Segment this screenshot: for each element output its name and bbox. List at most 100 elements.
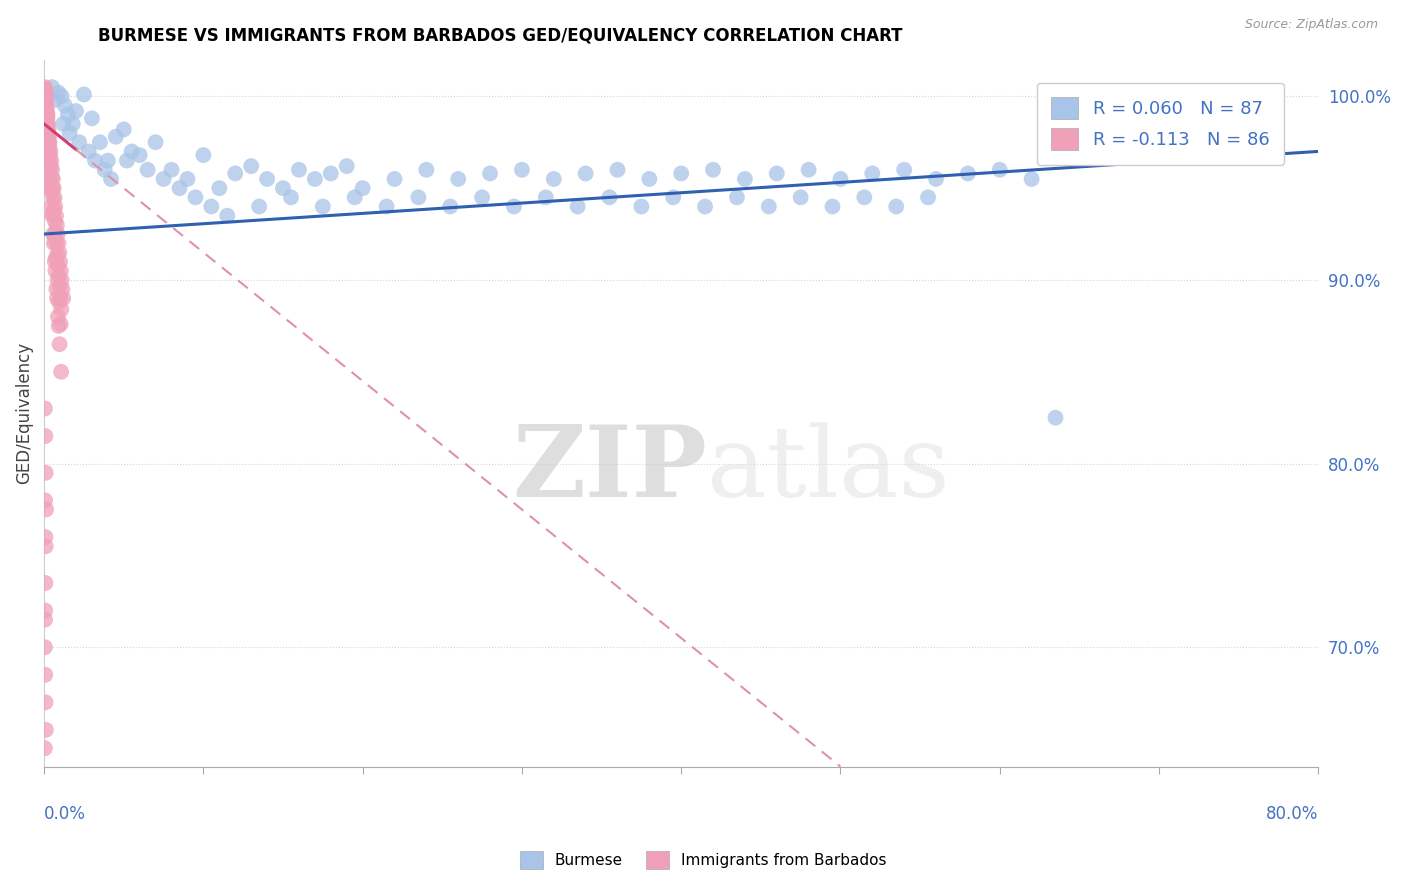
Legend: R = 0.060   N = 87, R = -0.113   N = 86: R = 0.060 N = 87, R = -0.113 N = 86 xyxy=(1036,83,1284,165)
Point xyxy=(136,162,159,177)
Text: atlas: atlas xyxy=(707,422,949,517)
Point xyxy=(38,135,60,149)
Point xyxy=(62,117,84,131)
Point xyxy=(39,153,62,168)
Point xyxy=(336,159,359,173)
Point xyxy=(35,98,58,112)
Point xyxy=(41,181,63,195)
Point xyxy=(1021,172,1043,186)
Point xyxy=(46,310,69,324)
Point xyxy=(606,162,628,177)
Point xyxy=(37,119,59,133)
Point xyxy=(34,613,56,627)
Point xyxy=(39,145,62,159)
Point xyxy=(45,225,67,239)
Point xyxy=(319,166,342,180)
Point xyxy=(599,190,621,204)
Point xyxy=(34,86,56,100)
Point xyxy=(217,209,239,223)
Point xyxy=(34,493,56,508)
Point xyxy=(35,723,58,737)
Point xyxy=(35,96,58,111)
Point xyxy=(49,291,72,305)
Point xyxy=(37,117,59,131)
Point xyxy=(52,291,75,305)
Point xyxy=(34,667,56,681)
Point xyxy=(42,172,65,186)
Point xyxy=(46,273,69,287)
Point xyxy=(46,247,69,261)
Point xyxy=(39,185,62,199)
Point xyxy=(89,135,111,149)
Legend: Burmese, Immigrants from Barbados: Burmese, Immigrants from Barbados xyxy=(513,845,893,875)
Point xyxy=(45,251,67,265)
Point xyxy=(41,207,63,221)
Point xyxy=(917,190,939,204)
Point xyxy=(702,162,724,177)
Point xyxy=(1045,410,1067,425)
Point xyxy=(128,148,150,162)
Point xyxy=(37,141,59,155)
Point xyxy=(240,159,263,173)
Point xyxy=(45,218,67,232)
Point xyxy=(35,539,58,553)
Point xyxy=(312,200,335,214)
Point xyxy=(34,741,56,756)
Point xyxy=(49,264,72,278)
Point xyxy=(638,172,661,186)
Point xyxy=(49,317,72,331)
Point xyxy=(630,200,652,214)
Point xyxy=(415,162,437,177)
Point xyxy=(860,166,883,180)
Point xyxy=(35,103,58,118)
Point xyxy=(37,129,59,144)
Text: BURMESE VS IMMIGRANTS FROM BARBADOS GED/EQUIVALENCY CORRELATION CHART: BURMESE VS IMMIGRANTS FROM BARBADOS GED/… xyxy=(98,27,903,45)
Point xyxy=(44,214,66,228)
Point xyxy=(84,153,107,168)
Point xyxy=(893,162,915,177)
Point xyxy=(575,166,598,180)
Point xyxy=(35,466,58,480)
Point xyxy=(46,258,69,272)
Point xyxy=(38,135,60,149)
Point xyxy=(956,166,979,180)
Point xyxy=(35,102,58,116)
Point xyxy=(44,228,66,243)
Point xyxy=(34,82,56,96)
Point xyxy=(288,162,311,177)
Point xyxy=(224,166,246,180)
Point xyxy=(34,603,56,617)
Point xyxy=(51,89,73,103)
Point xyxy=(208,181,231,195)
Point xyxy=(39,172,62,186)
Point xyxy=(34,91,56,105)
Point xyxy=(35,502,58,516)
Point xyxy=(534,190,557,204)
Point xyxy=(375,200,398,214)
Point xyxy=(44,203,66,218)
Point xyxy=(97,153,120,168)
Point xyxy=(34,576,56,591)
Point xyxy=(35,108,58,122)
Point xyxy=(37,145,59,159)
Point xyxy=(152,172,174,186)
Point xyxy=(41,80,63,95)
Point xyxy=(758,200,780,214)
Point xyxy=(46,227,69,241)
Point xyxy=(38,153,60,168)
Point xyxy=(51,302,73,317)
Point xyxy=(41,209,63,223)
Point xyxy=(51,273,73,287)
Point xyxy=(271,181,294,195)
Point xyxy=(439,200,461,214)
Point xyxy=(734,172,756,186)
Point xyxy=(58,126,80,140)
Point xyxy=(44,190,66,204)
Point xyxy=(49,254,72,268)
Point xyxy=(48,245,70,260)
Point xyxy=(34,84,56,98)
Text: Source: ZipAtlas.com: Source: ZipAtlas.com xyxy=(1244,18,1378,31)
Point xyxy=(44,200,66,214)
Point xyxy=(256,172,278,186)
Point xyxy=(38,162,60,177)
